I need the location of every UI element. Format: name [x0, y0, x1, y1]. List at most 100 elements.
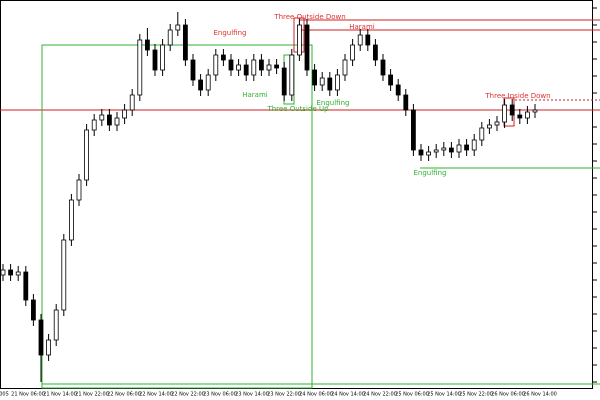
candle-body: [296, 24, 302, 56]
candle-body: [53, 309, 59, 341]
candle-body: [0, 269, 6, 276]
x-tick-label: 23 Nov 22:00: [267, 392, 301, 398]
candle-body: [464, 144, 470, 151]
candle-body: [486, 124, 492, 129]
candle-body: [357, 34, 363, 46]
pattern-label: Engulfing: [414, 169, 447, 177]
x-tick-label: 21 Nov 22:00: [75, 392, 109, 398]
pattern-box: [41, 44, 313, 389]
candle-body: [372, 44, 378, 61]
x-tick-label: 21 Nov 06:00: [11, 392, 45, 398]
candle-body: [304, 24, 310, 71]
candle-body: [395, 84, 401, 96]
candle-body: [236, 64, 242, 71]
candle-body: [327, 77, 333, 91]
candle-body: [69, 199, 74, 241]
candle-body: [289, 54, 295, 96]
plot-frame: [0, 0, 593, 389]
candle-body: [502, 104, 508, 123]
x-tick-label: 26 Nov 06:00: [491, 392, 525, 398]
candle-body: [342, 59, 348, 76]
x-tick-label: 24 Nov 06:00: [299, 392, 333, 398]
candle-body: [251, 59, 257, 76]
candle-body: [388, 74, 394, 86]
pattern-label: Harami: [349, 23, 375, 31]
candle-body: [205, 74, 211, 91]
candle-body: [99, 114, 105, 121]
candle-body: [479, 127, 485, 141]
candle-body: [220, 54, 226, 61]
candle-body: [228, 59, 234, 71]
candle-body: [258, 59, 264, 71]
candle-body: [418, 149, 424, 156]
x-tick-label: 23 Nov 14:00: [235, 392, 269, 398]
candle-body: [509, 104, 515, 116]
candle-body: [517, 114, 523, 119]
pattern-label: Engulfing: [317, 99, 350, 107]
candle-body: [274, 64, 280, 69]
pattern-label: Three Inside Down: [484, 92, 550, 100]
x-tick-label: 25 Nov 14:00: [427, 392, 461, 398]
x-tick-label: 24 Nov 14:00: [331, 392, 365, 398]
candle-body: [182, 24, 188, 61]
candle-body: [365, 34, 371, 46]
candle-body: [350, 44, 356, 61]
pattern-label: Harami: [242, 91, 268, 99]
candle-body: [23, 271, 29, 301]
candle-body: [525, 111, 530, 119]
x-tick-label: 22 Nov 22:00: [171, 392, 205, 398]
candle-body: [30, 299, 36, 321]
candle-body: [334, 74, 340, 91]
candle-body: [114, 117, 120, 126]
candle-body: [129, 94, 135, 111]
candle-body: [410, 109, 416, 151]
x-tick-label: 005: [0, 392, 9, 398]
candle-body: [312, 69, 318, 86]
x-tick-label: 22 Nov 06:00: [107, 392, 141, 398]
candle-body: [160, 44, 166, 71]
candle-body: [76, 179, 82, 201]
candle-body: [198, 79, 204, 91]
candle-body: [266, 64, 272, 71]
candle-body: [175, 24, 181, 31]
candle-body: [433, 149, 439, 153]
candle-body: [319, 77, 325, 86]
candle-body: [448, 147, 454, 153]
candle-body: [144, 39, 150, 51]
candle-body: [380, 59, 386, 76]
candle-body: [122, 109, 127, 119]
candle-body: [61, 239, 67, 311]
candle-body: [494, 121, 500, 126]
candle-body: [84, 129, 89, 181]
x-tick-label: 22 Nov 14:00: [139, 392, 173, 398]
candle-body: [91, 119, 97, 131]
candle-body: [46, 339, 51, 356]
candle-body: [213, 54, 219, 76]
candle-body: [167, 29, 173, 46]
candle-body: [15, 271, 21, 276]
candle-body: [426, 151, 432, 156]
candle-body: [441, 147, 447, 151]
candle-body: [532, 109, 538, 113]
x-tick-label: 21 Nov 14:00: [43, 392, 77, 398]
pattern-label: Three Outside Up: [266, 105, 329, 113]
candle-body: [152, 49, 158, 71]
pattern-label: Three Outside Down: [273, 13, 345, 21]
candle-body: [471, 139, 477, 151]
x-tick-label: 25 Nov 22:00: [459, 392, 493, 398]
candle-body: [243, 64, 249, 76]
candle-body: [403, 94, 409, 111]
candle-body: [190, 59, 196, 81]
candle-body: [8, 269, 14, 276]
candle-body: [38, 319, 44, 356]
candle-body: [137, 39, 143, 96]
x-tick-label: 26 Nov 14:00: [523, 392, 557, 398]
candle-body: [281, 67, 287, 96]
candle-body: [107, 114, 112, 126]
pattern-label: Engulfing: [214, 29, 247, 37]
x-tick-label: 24 Nov 22:00: [363, 392, 397, 398]
x-tick-label: 23 Nov 06:00: [203, 392, 237, 398]
x-tick-label: 25 Nov 06:00: [395, 392, 429, 398]
candle-body: [456, 144, 462, 153]
